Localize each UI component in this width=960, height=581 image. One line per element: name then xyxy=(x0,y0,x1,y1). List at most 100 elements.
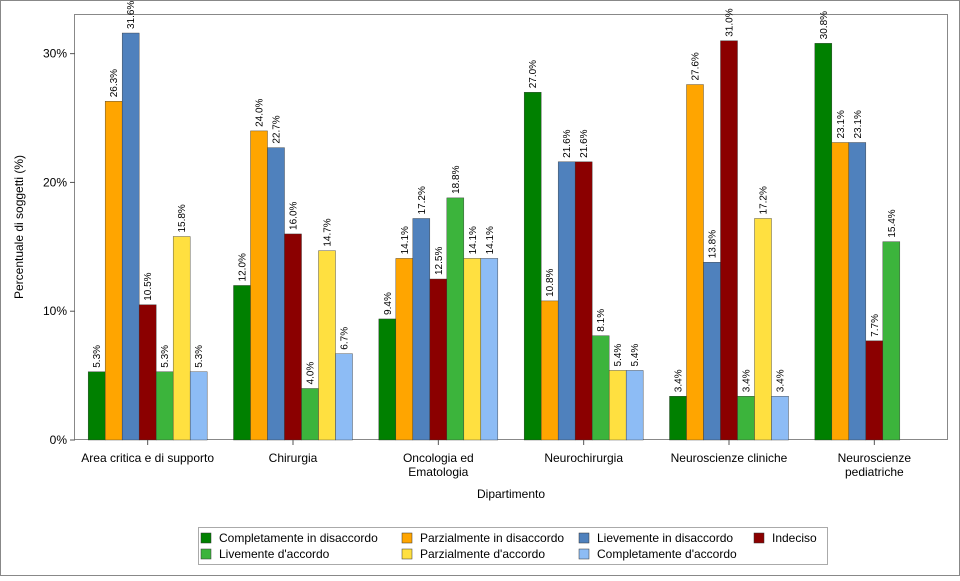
bar-value-label: 21.6% xyxy=(562,129,573,157)
y-tick-label: 30% xyxy=(43,47,67,61)
y-tick-label: 0% xyxy=(50,433,68,447)
bar-value-label: 14.1% xyxy=(468,226,479,254)
bar-value-label: 22.7% xyxy=(272,115,283,143)
bar-value-label: 5.4% xyxy=(613,344,624,367)
legend-swatch xyxy=(578,548,590,560)
bar xyxy=(395,258,414,441)
bar xyxy=(463,258,482,441)
bar-value-label: 30.8% xyxy=(819,11,830,39)
legend-label: Completamente d'accordo xyxy=(597,547,737,561)
bar xyxy=(625,370,644,441)
x-category-label: Neurochirurgia xyxy=(544,451,623,465)
legend-label: Indeciso xyxy=(772,531,817,545)
bar-value-label: 27.6% xyxy=(691,52,702,80)
legend-label: Parzialmente in disaccordo xyxy=(420,531,564,545)
bar xyxy=(104,101,123,441)
legend-swatch xyxy=(200,548,212,560)
bar-value-label: 3.4% xyxy=(776,369,787,392)
x-category-label: Ematologia xyxy=(408,465,468,479)
bar-value-label: 10.8% xyxy=(545,268,556,296)
legend-label: Lievemente in disaccordo xyxy=(597,531,733,545)
bar-value-label: 31.0% xyxy=(725,8,736,36)
bar xyxy=(87,371,106,441)
x-category-label: Chirurgia xyxy=(269,451,318,465)
bar-value-label: 5.3% xyxy=(194,345,205,368)
bar xyxy=(301,388,319,441)
bar xyxy=(480,258,499,441)
legend-swatch xyxy=(401,532,413,544)
legend: Completamente in disaccordo Parzialmente … xyxy=(200,531,817,561)
bar-value-label: 3.4% xyxy=(742,369,753,392)
bar-value-label: 27.0% xyxy=(528,60,539,88)
bar xyxy=(737,396,755,441)
bar xyxy=(771,396,789,441)
bar xyxy=(669,396,687,441)
bar xyxy=(233,285,251,441)
bar xyxy=(720,40,738,441)
legend-swatch xyxy=(578,532,590,544)
bar xyxy=(523,92,542,441)
bar-value-label: 15.4% xyxy=(887,209,898,237)
bar-value-label: 14.7% xyxy=(323,218,334,246)
bar xyxy=(267,147,285,441)
bar-value-label: 3.4% xyxy=(674,369,685,392)
legend-label: Completamente in disaccordo xyxy=(219,531,378,545)
bar xyxy=(591,335,610,441)
bar-value-label: 6.7% xyxy=(340,327,351,350)
bar xyxy=(703,262,721,441)
bar-value-label: 7.7% xyxy=(870,314,881,337)
y-axis: 0% 10% 20% 30% xyxy=(43,47,75,447)
legend-box xyxy=(198,527,828,565)
bar-value-label: 5.3% xyxy=(160,345,171,368)
bar xyxy=(754,218,772,441)
bar-value-label: 18.8% xyxy=(451,165,462,193)
x-axis: Area critica e di supporto Chirurgia Oncol… xyxy=(81,440,911,479)
bar-value-label: 5.4% xyxy=(630,344,641,367)
bar-value-label: 17.2% xyxy=(759,186,770,214)
bar-value-label: 10.5% xyxy=(143,272,154,300)
bar xyxy=(882,241,901,441)
x-category-label: Neuroscienze xyxy=(838,451,912,465)
bar xyxy=(335,353,353,441)
bars xyxy=(87,32,901,441)
bar xyxy=(446,197,465,441)
legend-label: Livemente d'accordo xyxy=(219,547,330,561)
bar-value-label: 31.6% xyxy=(126,1,137,29)
bar-value-label: 23.1% xyxy=(853,110,864,138)
bar-value-label: 16.0% xyxy=(289,201,300,229)
bar-value-label: 23.1% xyxy=(836,110,847,138)
bar-labels: 5.3% 26.3% 31.6% 10.5% 5.3% 15.8% 5.3% 12.0% 24.… xyxy=(92,1,898,393)
y-tick-label: 10% xyxy=(43,304,67,318)
bar xyxy=(686,84,704,441)
bar xyxy=(412,218,431,441)
bar xyxy=(172,236,191,441)
bar-value-label: 5.3% xyxy=(92,345,103,368)
bar xyxy=(429,278,448,441)
bar xyxy=(189,371,208,441)
bar xyxy=(378,318,397,441)
bar xyxy=(540,300,559,441)
legend-swatch xyxy=(200,532,212,544)
bar-value-label: 24.0% xyxy=(255,98,266,126)
bar-value-label: 14.1% xyxy=(485,226,496,254)
bar xyxy=(574,161,593,441)
bar xyxy=(318,250,336,441)
plot-area xyxy=(74,14,948,440)
bar xyxy=(848,142,867,441)
bar-value-label: 15.8% xyxy=(177,204,188,232)
bar xyxy=(138,304,157,441)
legend-swatch xyxy=(401,548,413,560)
bar-value-label: 8.1% xyxy=(596,309,607,332)
legend-swatch xyxy=(753,532,765,544)
bar-value-label: 13.8% xyxy=(708,230,719,258)
bar-value-label: 9.4% xyxy=(383,292,394,315)
bar-value-label: 17.2% xyxy=(417,186,428,214)
x-category-label: Area critica e di supporto xyxy=(81,451,214,465)
bar xyxy=(121,32,140,441)
x-category-label: Oncologia ed xyxy=(403,451,474,465)
bar xyxy=(865,340,884,441)
bar-value-label: 21.6% xyxy=(579,129,590,157)
legend-label: Parzialmente d'accordo xyxy=(420,547,545,561)
bar xyxy=(250,130,268,441)
